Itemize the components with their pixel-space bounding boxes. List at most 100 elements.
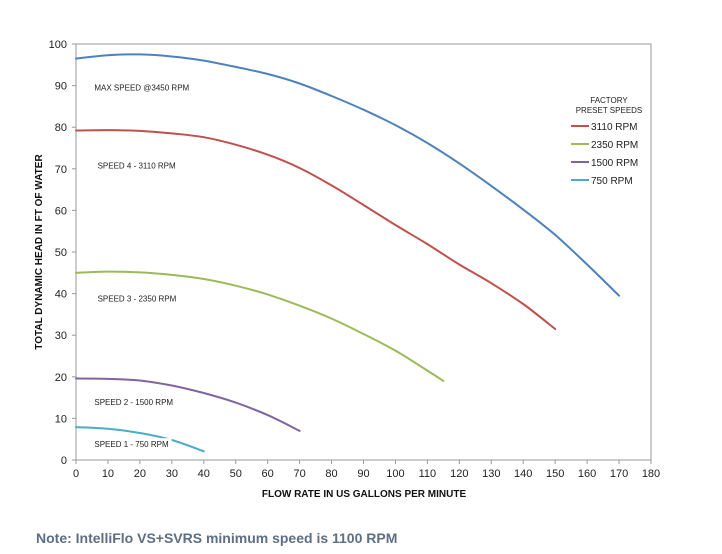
data-point — [618, 295, 620, 297]
curve-label: SPEED 3 - 2350 RPM — [98, 295, 177, 304]
data-point — [75, 57, 77, 60]
curve-label-background — [94, 292, 180, 305]
y-tick-label: 70 — [55, 164, 67, 176]
legend-label: 3110 RPM — [591, 122, 638, 133]
data-point — [267, 293, 269, 296]
x-tick-label: 120 — [450, 468, 468, 480]
y-tick-label: 80 — [55, 122, 67, 134]
data-point — [490, 282, 492, 284]
curve-label: SPEED 2 - 1500 RPM — [94, 398, 173, 407]
y-tick-label: 50 — [55, 247, 67, 259]
data-point — [107, 270, 109, 273]
data-point — [394, 124, 397, 126]
y-tick-label: 10 — [55, 413, 67, 425]
y-axis-title: TOTAL DYNAMIC HEAD IN FT OF WATER — [34, 154, 45, 350]
data-point — [458, 162, 460, 164]
data-point — [107, 54, 109, 56]
data-point — [171, 274, 173, 276]
legend: FACTORY PRESET SPEEDS 3110 RPM 2350 RPM 15… — [571, 96, 642, 187]
data-point — [171, 55, 173, 58]
data-point — [139, 432, 141, 434]
data-point — [299, 305, 301, 307]
y-axis-ticks: 0 10 20 30 40 50 60 70 80 90 100 — [49, 39, 76, 467]
legend-title-line-2: PRESET SPEEDS — [576, 106, 643, 115]
data-point — [75, 129, 77, 132]
data-point — [107, 378, 109, 380]
data-point — [299, 167, 301, 169]
y-tick-label: 100 — [49, 39, 67, 51]
data-point — [75, 272, 77, 274]
data-point — [490, 185, 492, 187]
data-point — [75, 426, 77, 428]
x-tick-label: 140 — [514, 468, 532, 480]
x-tick-label: 90 — [357, 468, 369, 480]
curve-label: SPEED 4 - 3110 RPM — [98, 161, 176, 170]
data-point — [203, 278, 205, 280]
data-point — [171, 132, 173, 135]
data-point — [330, 317, 333, 320]
data-point — [362, 109, 365, 111]
data-point — [267, 73, 269, 75]
x-tick-label: 130 — [482, 468, 500, 480]
curve-label-background — [91, 438, 172, 451]
footnote: Note: IntelliFlo VS+SVRS minimum speed i… — [36, 530, 398, 546]
legend-title-line-1: FACTORY — [590, 96, 628, 105]
x-tick-label: 50 — [230, 468, 242, 480]
x-tick-label: 10 — [102, 468, 114, 480]
data-point — [235, 144, 237, 146]
x-tick-label: 0 — [73, 468, 79, 480]
data-point — [107, 129, 109, 131]
data-point — [75, 377, 77, 380]
curve-label-background — [94, 159, 179, 172]
data-point — [330, 184, 333, 187]
data-point — [203, 392, 205, 394]
data-point — [426, 369, 428, 372]
x-tick-label: 80 — [325, 468, 337, 480]
legend-label: 2350 RPM — [591, 140, 638, 151]
data-point — [139, 130, 141, 132]
data-point — [362, 204, 365, 206]
data-point — [426, 243, 428, 245]
data-point — [235, 66, 237, 68]
data-point — [458, 263, 460, 266]
x-axis-title: FLOW RATE IN US GALLONS PER MINUTE — [262, 489, 467, 500]
data-point — [299, 82, 301, 85]
curve-label-background — [91, 81, 193, 94]
data-point — [203, 450, 205, 452]
y-tick-label: 90 — [55, 81, 67, 93]
y-tick-label: 40 — [55, 289, 67, 301]
y-tick-label: 0 — [61, 455, 67, 467]
series-line-4 — [75, 53, 621, 297]
x-tick-label: 160 — [578, 468, 596, 480]
data-point — [139, 271, 141, 273]
x-tick-label: 30 — [166, 468, 178, 480]
curve-annotations: MAX SPEED @3450 RPM SPEED 4 - 3110 RPM SPE… — [91, 81, 193, 451]
curve-label-background — [91, 395, 177, 408]
x-tick-label: 100 — [386, 468, 404, 480]
x-tick-label: 20 — [134, 468, 146, 480]
curve-label: MAX SPEED @3450 RPM — [94, 84, 189, 93]
data-point — [107, 428, 109, 430]
data-point — [394, 349, 397, 352]
data-point — [362, 333, 365, 335]
legend-label: 1500 RPM — [591, 158, 638, 169]
data-point — [267, 414, 269, 416]
data-point — [235, 401, 237, 404]
y-tick-label: 60 — [55, 205, 67, 217]
data-point — [394, 224, 397, 226]
data-point — [203, 136, 205, 138]
x-tick-label: 110 — [419, 468, 437, 480]
data-point — [586, 263, 588, 266]
data-point — [299, 430, 301, 432]
x-axis-ticks: 0 10 20 30 40 50 60 70 80 90 100 110 120 130 140 150 160… — [73, 460, 660, 480]
plot-area — [75, 43, 652, 461]
data-point — [442, 380, 444, 382]
data-point — [235, 285, 237, 287]
data-point — [554, 328, 556, 330]
data-point — [554, 234, 556, 236]
x-tick-label: 170 — [610, 468, 628, 480]
series-line-2 — [75, 377, 301, 432]
x-tick-label: 40 — [198, 468, 210, 480]
series-line-0 — [75, 129, 557, 330]
data-point — [203, 60, 205, 62]
